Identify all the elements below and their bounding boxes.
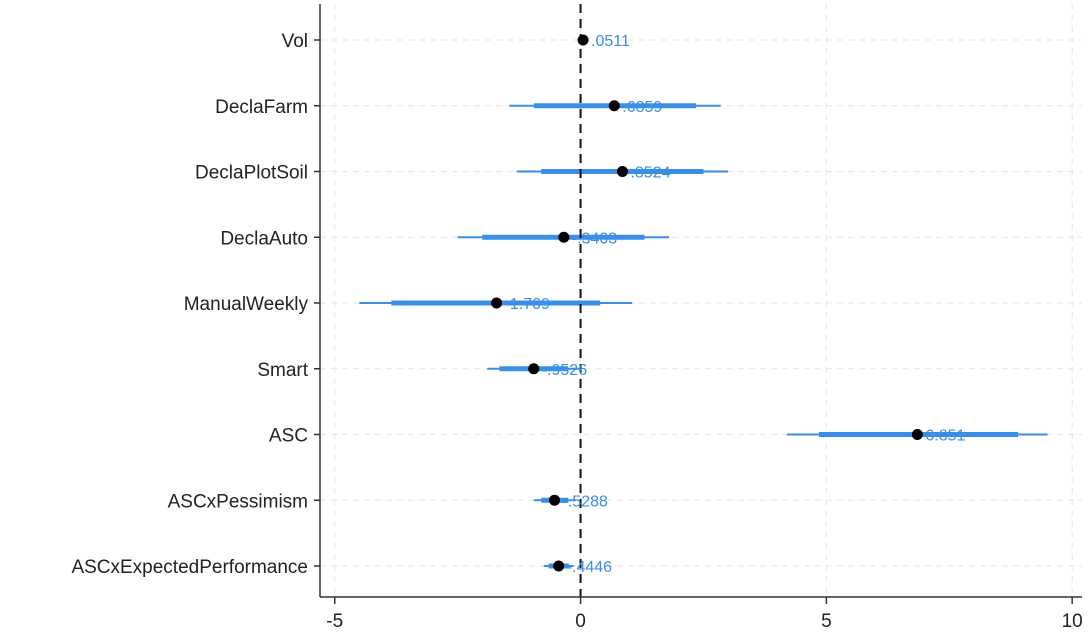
estimate-point — [608, 100, 620, 112]
x-tick-label: -5 — [326, 611, 343, 632]
estimate-point — [616, 166, 628, 177]
interval-layer — [359, 37, 1048, 569]
category-label: ASCxExpectedPerformance — [71, 557, 308, 578]
x-tick-label: 10 — [1062, 611, 1083, 632]
category-label: ASC — [269, 426, 308, 447]
estimate-point — [577, 34, 589, 46]
value-label: -.9526 — [542, 362, 587, 379]
x-tick-label: 5 — [821, 611, 832, 632]
value-label-layer: .0511 .6859 .8524 -.3403 -1.709 -.9526 6.851 -.… — [505, 33, 966, 576]
value-label: .6859 — [622, 99, 662, 116]
value-label: -.5288 — [563, 493, 608, 510]
value-label: .8524 — [630, 165, 670, 182]
value-label: -.3403 — [572, 230, 617, 247]
value-label: 6.851 — [925, 428, 965, 445]
axis-layer: Vol DeclaFarm DeclaPlotSoil DeclaAuto Manual… — [71, 4, 1083, 632]
value-label: .0511 — [591, 33, 630, 50]
category-label: DeclaPlotSoil — [195, 163, 308, 184]
estimate-point — [558, 231, 570, 243]
point-layer — [491, 34, 923, 572]
category-label: Vol — [282, 31, 308, 52]
estimate-point — [553, 560, 565, 572]
estimate-point — [911, 429, 923, 440]
category-label: DeclaFarm — [215, 97, 308, 118]
x-tick-label: 0 — [575, 611, 586, 632]
estimate-point — [491, 297, 503, 309]
value-label: -.4446 — [567, 559, 612, 576]
category-label: Smart — [257, 360, 308, 381]
value-label: -1.709 — [505, 296, 550, 313]
estimate-point — [528, 363, 540, 375]
category-label: DeclaAuto — [220, 228, 308, 249]
estimate-point — [549, 494, 561, 506]
category-label: ManualWeekly — [184, 294, 309, 315]
category-label: ASCxPessimism — [168, 491, 308, 512]
